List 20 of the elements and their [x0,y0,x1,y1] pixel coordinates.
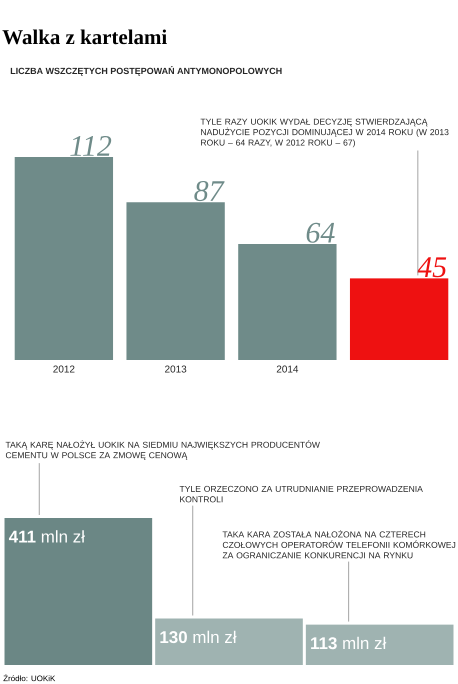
text: TAKĄ KARĘ NAŁOŻYŁ UOKIK NA SIEDMIU NAJWIĘKSZYCH PRODUCENTÓW CEMENTU W POLSCE ZA ZMOWĘ CENOWĄ [6,440,320,460]
bar [238,244,337,360]
text: TYLE RAZY UOKIK WYDAŁ DECYZJĘ STWIERDZAJĄCĄ NADUŻYCIE POZYCJI DOMINUJĄCEJ W 2014 ROKU (W 2013 ROKU – 64 RAZY, W 2012 ROKU – 67) [200,118,449,148]
data-label: 113 mln zł [311,636,386,650]
annotation: TAKA KARA ZOSTAŁA NAŁOŻONA NA CZTERECH CZOŁOWYCH OPERATORÓW TELEFONII KOMÓRKOWEJ ZA OGRANICZANIE KONKURENCJI NA RYNKU [222,530,456,558]
data-label: 112 [70,136,112,156]
x-tick-label: 2014 [276,366,298,373]
text: TYLE ORZECZONO ZA UTRUDNIANIE PRZEPROWADZENIA KONTROLI [180,486,423,502]
data-label: 64 [306,222,335,243]
x-tick-label: 2012 [53,366,74,373]
data-label: 130 mln zł [160,630,236,644]
data-label: 411 mln zł [8,530,85,542]
data-label: 87 [194,180,225,202]
x-tick-label: 2013 [165,366,186,373]
bar [350,278,448,360]
bar [14,156,114,360]
bar [126,202,225,360]
data-label: 45 [417,257,446,278]
chart-subtitle: LICZBA WSZCZĘTYCH POSTĘPOWAŃ ANTYMONOPOLOWYCH [10,66,282,76]
chart-title: Walka z kartelami [2,29,167,44]
